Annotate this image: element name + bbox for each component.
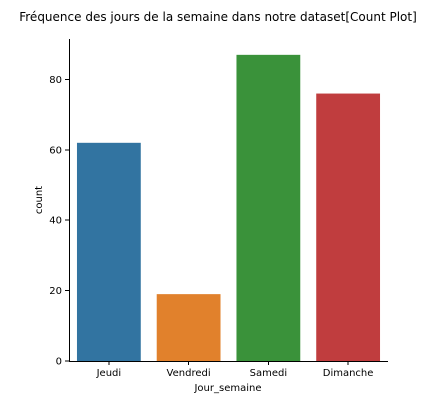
bar-dimanche — [316, 94, 380, 361]
x-tick-label-jeudi: Jeudi — [96, 368, 122, 379]
y-tick-label-60: 60 — [49, 145, 62, 156]
x-tick-label-dimanche: Dimanche — [323, 368, 374, 379]
y-tick-label-80: 80 — [49, 75, 62, 86]
y-tick-label-0: 0 — [56, 357, 62, 368]
chart-title: Fréquence des jours de la semaine dans n… — [19, 10, 417, 24]
bar-samedi — [236, 55, 300, 361]
y-ticks-group: 0 20 40 60 80 — [49, 75, 69, 368]
x-ticks-group: Jeudi Vendredi Samedi Dimanche — [96, 362, 374, 380]
y-tick-label-40: 40 — [49, 216, 62, 227]
y-axis-label: count — [34, 186, 45, 214]
x-tick-label-vendredi: Vendredi — [167, 368, 211, 379]
y-tick-label-20: 20 — [49, 286, 62, 297]
x-tick-label-samedi: Samedi — [250, 368, 288, 379]
bars-group — [77, 55, 380, 361]
bar-vendredi — [157, 294, 221, 361]
x-axis-label: Jour_semaine — [193, 383, 261, 394]
bar-jeudi — [77, 143, 141, 361]
